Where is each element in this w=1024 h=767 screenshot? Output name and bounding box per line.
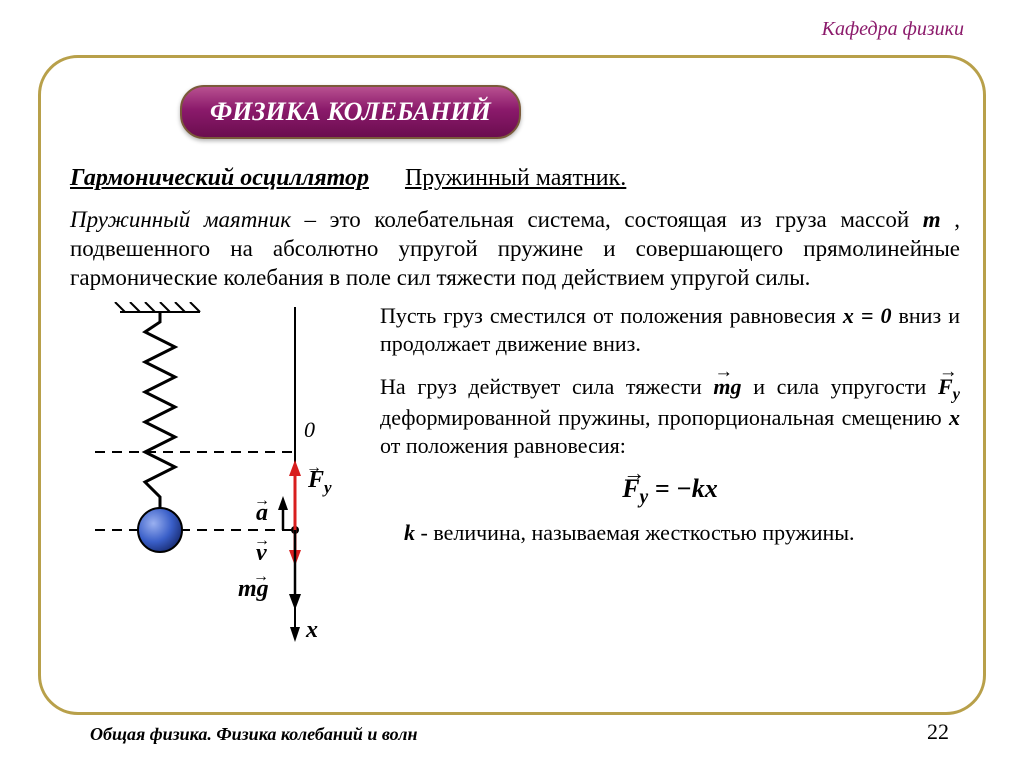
label-x: x xyxy=(305,617,318,643)
slide-content: Гармонический осциллятор Пружинный маятн… xyxy=(70,165,960,662)
svg-text:→: → xyxy=(306,459,322,476)
symbol-x: x xyxy=(949,405,960,430)
hookes-law-formula: Fy = −kx xyxy=(380,474,960,509)
dept-label: Кафедра физики xyxy=(822,18,964,41)
slide-title: ФИЗИКА КОЛЕБАНИЙ xyxy=(180,85,521,139)
formula-rest: = −kx xyxy=(648,474,718,503)
p1-text-a: Пусть груз сместился от положения равнов… xyxy=(380,303,843,328)
diagram: 0 Fy → a → v → mg → x xyxy=(70,302,360,662)
lead-term: Пружинный маятник xyxy=(70,207,291,232)
p2-text-b: и сила упругости xyxy=(742,374,938,399)
p2-text-c: деформированной пружины, пропорциональна… xyxy=(380,405,949,430)
heading-row: Гармонический осциллятор Пружинный маятн… xyxy=(70,165,960,192)
formula-F: F xyxy=(622,474,639,504)
footer-course: Общая физика. Физика колебаний и волн xyxy=(90,724,417,745)
k-symbol: k xyxy=(404,520,415,545)
k-text: - величина, называемая жесткостью пружин… xyxy=(415,520,855,545)
page-number: 22 xyxy=(927,719,949,745)
symbol-Fy-sub: y xyxy=(953,384,960,403)
p2-text-a: На груз действует сила тяжести xyxy=(380,374,713,399)
def-text-1: – это колебательная система, состоящая и… xyxy=(291,207,923,232)
svg-text:→: → xyxy=(254,492,270,509)
subtitle-spring: Пружинный маятник. xyxy=(405,165,626,191)
paragraph-forces: На груз действует сила тяжести mg и сила… xyxy=(380,373,960,461)
definition-paragraph: Пружинный маятник – это колебательная си… xyxy=(70,206,960,292)
paragraph-displacement: Пусть груз сместился от положения равнов… xyxy=(380,302,960,358)
eq-x0: x = 0 xyxy=(843,303,892,328)
svg-text:→: → xyxy=(253,568,269,585)
k-definition: k - величина, называемая жесткостью пруж… xyxy=(404,520,960,546)
formula-sub: y xyxy=(640,488,649,509)
mass-symbol: m xyxy=(923,207,941,232)
two-column-area: 0 Fy → a → v → mg → x Пусть груз сместил… xyxy=(70,302,960,662)
term-oscillator: Гармонический осциллятор xyxy=(70,165,369,191)
label-zero: 0 xyxy=(304,417,315,442)
spring-pendulum-svg: 0 Fy → a → v → mg → x xyxy=(70,302,360,662)
right-text-column: Пусть груз сместился от положения равнов… xyxy=(380,302,960,662)
symbol-Fy-F: F xyxy=(938,373,953,401)
svg-text:→: → xyxy=(254,532,270,549)
p2-text-d: от положения равновесия: xyxy=(380,433,626,458)
symbol-mg: mg xyxy=(713,373,741,401)
